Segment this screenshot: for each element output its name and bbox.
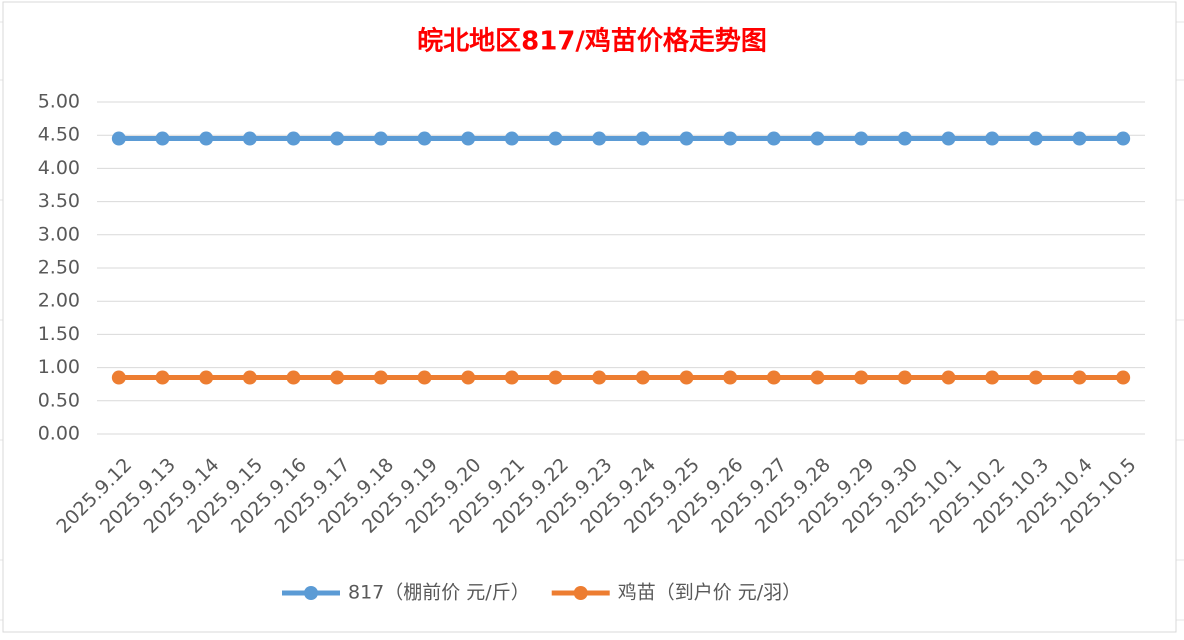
y-tick-label: 4.00	[38, 157, 80, 179]
point	[111, 131, 126, 146]
y-tick-label: 0.00	[38, 423, 80, 445]
point	[373, 131, 388, 146]
point	[330, 370, 345, 385]
y-tick-label: 1.00	[38, 356, 80, 378]
point	[286, 131, 301, 146]
legend-label: 817（棚前价 元/斤）	[348, 582, 530, 604]
y-tick-label: 0.50	[38, 389, 80, 411]
point	[548, 370, 563, 385]
y-tick-label: 3.50	[38, 190, 80, 212]
point	[854, 370, 869, 385]
point	[592, 131, 607, 146]
point	[897, 370, 912, 385]
point	[766, 370, 781, 385]
point	[723, 370, 738, 385]
point	[199, 131, 214, 146]
point	[199, 370, 214, 385]
point	[242, 131, 257, 146]
point	[854, 131, 869, 146]
point	[330, 131, 345, 146]
point	[417, 131, 432, 146]
point	[242, 370, 257, 385]
point	[635, 370, 650, 385]
point	[941, 131, 956, 146]
y-tick-label: 2.50	[38, 257, 80, 279]
point	[504, 131, 519, 146]
point	[373, 370, 388, 385]
point	[1116, 370, 1131, 385]
point	[941, 370, 956, 385]
point	[679, 131, 694, 146]
point	[635, 131, 650, 146]
point	[155, 131, 170, 146]
point	[592, 370, 607, 385]
point	[417, 370, 432, 385]
point	[723, 131, 738, 146]
point	[461, 131, 476, 146]
point	[1072, 370, 1087, 385]
legend-label: 鸡苗（到户价 元/羽）	[618, 582, 801, 604]
point	[461, 370, 476, 385]
y-tick-label: 1.50	[38, 323, 80, 345]
point	[985, 370, 1000, 385]
y-tick-label: 2.00	[38, 290, 80, 312]
point	[810, 131, 825, 146]
point	[766, 131, 781, 146]
point	[155, 370, 170, 385]
point	[897, 131, 912, 146]
y-tick-label: 5.00	[38, 91, 80, 113]
point	[1116, 131, 1131, 146]
y-tick-label: 4.50	[38, 124, 80, 146]
point	[1072, 131, 1087, 146]
point	[286, 370, 301, 385]
legend-marker	[573, 586, 588, 600]
point	[504, 370, 519, 385]
point	[679, 370, 694, 385]
y-tick-label: 3.00	[38, 223, 80, 245]
chart-title: 皖北地区817/鸡苗价格走势图	[417, 26, 767, 57]
chart-area	[2, 1, 1177, 633]
legend-marker	[304, 586, 318, 600]
point	[111, 370, 126, 385]
point	[985, 131, 1000, 146]
point	[1028, 131, 1043, 146]
point	[1028, 370, 1043, 385]
point	[548, 131, 563, 146]
point	[810, 370, 825, 385]
